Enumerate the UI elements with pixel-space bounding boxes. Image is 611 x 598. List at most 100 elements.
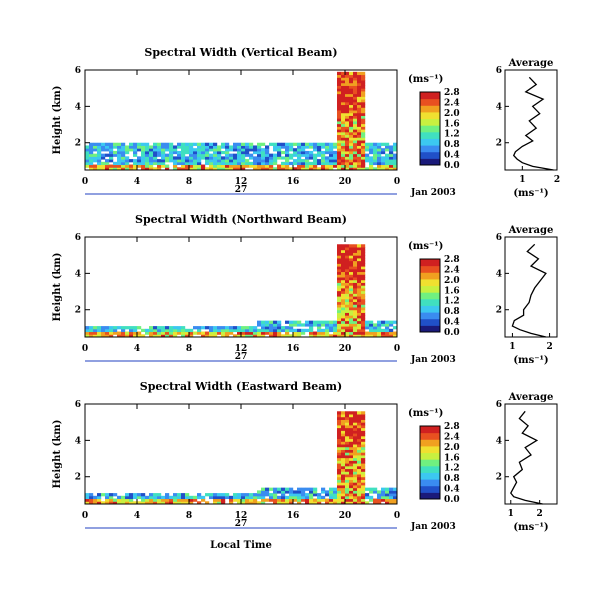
heatmap-cell: [361, 164, 366, 168]
heatmap-cell: [297, 495, 302, 500]
heatmap-cell: [353, 484, 358, 489]
heatmap-cell: [141, 167, 146, 171]
heatmap-cell: [249, 493, 254, 497]
heatmap-cell: [341, 150, 346, 155]
heatmap-cell: [97, 159, 102, 163]
heatmap-cell: [337, 328, 342, 333]
heatmap-cell: [285, 161, 290, 166]
heatmap-cell: [181, 493, 186, 497]
heatmap-cell: [385, 493, 390, 497]
heatmap-cell: [201, 495, 206, 500]
heatmap-cell: [349, 326, 354, 330]
heatmap-cell: [349, 110, 354, 114]
heatmap-cell: [109, 142, 114, 146]
heatmap-cell: [349, 129, 354, 133]
heatmap-cell: [137, 331, 142, 335]
heatmap-cell: [349, 123, 354, 127]
heatmap-cell: [369, 328, 374, 333]
heatmap-cell: [189, 145, 194, 149]
heatmap-cell: [321, 495, 326, 500]
heatmap-cell: [233, 161, 238, 166]
heatmap-cell: [117, 331, 122, 335]
heatmap-cell: [249, 501, 254, 505]
heatmap-cell: [157, 328, 162, 333]
heatmap-cell: [237, 150, 242, 155]
heatmap-cell: [361, 244, 366, 248]
heatmap-cell: [337, 487, 342, 491]
heatmap-cell: [353, 307, 358, 311]
heatmap-cell: [125, 498, 130, 502]
heatmap-cell: [353, 465, 358, 470]
heatmap-cell: [337, 156, 342, 160]
heatmap-cell: [337, 134, 342, 138]
heatmap-cell: [341, 468, 346, 472]
heatmap-cell: [337, 449, 342, 453]
heatmap-cell: [209, 164, 214, 168]
heatmap-cell: [189, 334, 194, 338]
heatmap-cell: [173, 501, 178, 505]
heatmap-cell: [341, 484, 346, 489]
heatmap-cell: [201, 145, 206, 149]
heatmap-cell: [181, 145, 186, 149]
heatmap-cell: [277, 334, 282, 338]
x-tick-label: 20: [339, 344, 352, 354]
heatmap-cell: [361, 307, 366, 311]
heatmap-cell: [253, 501, 258, 505]
heatmap-cell: [361, 452, 366, 456]
heatmap-cell: [357, 101, 362, 106]
heatmap-cell: [161, 148, 166, 152]
x-tick-label: 0: [394, 511, 400, 521]
heatmap-cell: [361, 304, 366, 308]
heatmap-cell: [385, 334, 390, 338]
heatmap-cell: [241, 145, 246, 149]
heatmap-cell: [165, 495, 170, 500]
heatmap-cell: [277, 150, 282, 155]
colorbar-swatch: [420, 98, 440, 106]
heatmap-cell: [157, 331, 162, 335]
heatmap-cell: [249, 328, 254, 333]
heatmap-cell: [337, 263, 342, 267]
heatmap-cell: [349, 331, 354, 335]
heatmap-cell: [185, 148, 190, 152]
heatmap-cell: [369, 331, 374, 335]
heatmap-cell: [341, 312, 346, 316]
heatmap-cell: [113, 142, 118, 146]
heatmap-cell: [349, 460, 354, 464]
heatmap-cell: [201, 331, 206, 335]
heatmap-cell: [345, 463, 350, 467]
heatmap-cell: [321, 164, 326, 168]
y-tick-label: 6: [75, 400, 81, 410]
heatmap-cell: [337, 298, 342, 303]
heatmap-cell: [125, 331, 130, 335]
heatmap-cell: [361, 424, 366, 429]
heatmap-cell: [337, 287, 342, 292]
heatmap-cell: [137, 501, 142, 505]
heatmap-cell: [373, 326, 378, 330]
heatmap-cell: [189, 156, 194, 160]
heatmap-cell: [249, 495, 254, 500]
heatmap-cell: [209, 328, 214, 333]
heatmap-cell: [285, 156, 290, 160]
heatmap-cell: [285, 153, 290, 157]
heatmap-cell: [353, 120, 358, 125]
heatmap-cell: [121, 326, 126, 330]
colorbar-tick-label: 1.6: [444, 453, 460, 463]
heatmap-cell: [297, 334, 302, 338]
heatmap-cell: [365, 320, 370, 324]
heatmap-cell: [337, 266, 342, 270]
heatmap-cell: [305, 159, 310, 163]
colorbar-tick-label: 1.6: [444, 119, 460, 129]
heatmap-cell: [361, 449, 366, 453]
heatmap-cell: [265, 145, 270, 149]
heatmap-cell: [149, 156, 154, 160]
heatmap-cell: [341, 482, 346, 486]
heatmap-cell: [349, 476, 354, 480]
heatmap-cell: [345, 315, 350, 319]
heatmap-cell: [101, 493, 106, 497]
colorbar-tick-label: 1.2: [444, 464, 460, 474]
heatmap-cell: [89, 495, 94, 500]
colorbar-unit: (ms⁻¹): [408, 74, 443, 85]
heatmap-cell: [345, 249, 350, 253]
colorbar-frame: [419, 258, 441, 333]
average-x-tick-label: 2: [546, 342, 552, 352]
